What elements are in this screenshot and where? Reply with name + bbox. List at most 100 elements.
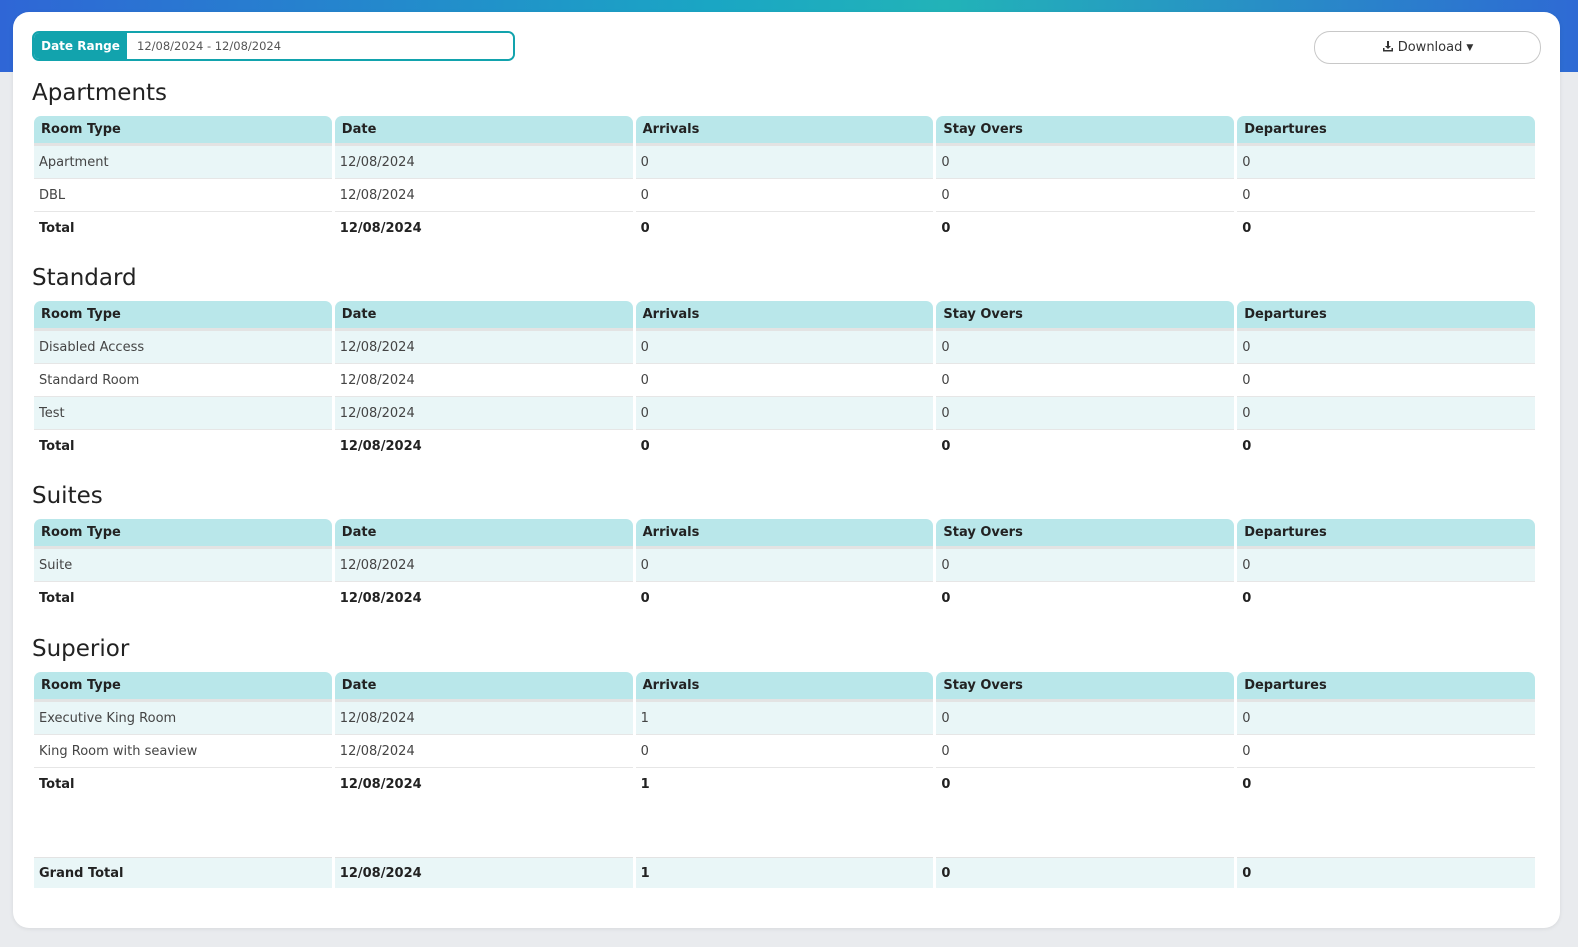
- date-range-picker[interactable]: Date Range 12/08/2024 - 12/08/2024: [32, 31, 515, 61]
- cell-total-label: Total: [39, 591, 75, 606]
- section-table: Room Type Date Arrivals Stay Overs Depar…: [31, 519, 1538, 615]
- cell-arrivals: 1: [635, 857, 934, 888]
- section-table: Room Type Date Arrivals Stay Overs Depar…: [31, 672, 1538, 801]
- cell-stay-overs: 0: [941, 591, 951, 606]
- cell-stay-overs: 0: [936, 179, 1235, 212]
- cell-total-label: Total: [39, 221, 75, 236]
- cell-total-label: Total: [39, 439, 75, 454]
- cell-date: 12/08/2024: [339, 591, 422, 606]
- cell-arrivals: 0: [635, 735, 934, 768]
- section-title: Suites: [32, 483, 103, 509]
- cell-arrivals: 0: [635, 146, 934, 179]
- cell-departures: 0: [1237, 397, 1535, 430]
- cell-date: 12/08/2024: [334, 364, 633, 397]
- download-icon: [1382, 40, 1394, 55]
- cell-departures: 0: [1242, 439, 1252, 454]
- download-button[interactable]: Download ▼: [1314, 31, 1541, 64]
- column-header-room-type[interactable]: Room Type: [34, 672, 332, 702]
- column-header-date[interactable]: Date: [334, 301, 633, 331]
- column-header-room-type[interactable]: Room Type: [34, 519, 332, 549]
- column-header-arrivals[interactable]: Arrivals: [635, 301, 934, 331]
- column-header-departures[interactable]: Departures: [1237, 672, 1535, 702]
- section-apartments: Apartments Room Type Date Arrivals Stay …: [32, 78, 1541, 245]
- section-table: Room Type Date Arrivals Stay Overs Depar…: [31, 116, 1538, 245]
- cell-arrivals: 0: [640, 221, 650, 236]
- cell-grand-total-label: Grand Total: [34, 857, 332, 888]
- cell-stay-overs: 0: [941, 439, 951, 454]
- grand-total-row: Grand Total 12/08/2024 1 0 0: [34, 857, 1535, 888]
- cell-date: 12/08/2024: [334, 146, 633, 179]
- cell-arrivals: 0: [635, 397, 934, 430]
- table-row: King Room with seaview 12/08/2024 0 0 0: [34, 735, 1535, 768]
- cell-arrivals: 0: [640, 591, 650, 606]
- section-title: Superior: [32, 636, 130, 662]
- cell-date: 12/08/2024: [334, 702, 633, 735]
- column-header-stay-overs[interactable]: Stay Overs: [936, 116, 1235, 146]
- table-row: DBL 12/08/2024 0 0 0: [34, 179, 1535, 212]
- cell-room-type: Disabled Access: [34, 331, 332, 364]
- total-row: Total 12/08/2024 0 0 0: [34, 582, 1535, 615]
- cell-stay-overs: 0: [936, 364, 1235, 397]
- grand-total: Grand Total 12/08/2024 1 0 0: [32, 857, 1541, 888]
- cell-room-type: Apartment: [34, 146, 332, 179]
- column-header-date[interactable]: Date: [334, 672, 633, 702]
- column-header-stay-overs[interactable]: Stay Overs: [936, 301, 1235, 331]
- download-label: Download: [1397, 40, 1463, 55]
- report-card: Date Range 12/08/2024 - 12/08/2024 Downl…: [13, 12, 1560, 928]
- cell-stay-overs: 0: [936, 857, 1235, 888]
- cell-date: 12/08/2024: [334, 857, 633, 888]
- column-header-arrivals[interactable]: Arrivals: [635, 519, 934, 549]
- cell-date: 12/08/2024: [339, 777, 422, 792]
- cell-stay-overs: 0: [936, 735, 1235, 768]
- total-row: Total 12/08/2024 0 0 0: [34, 430, 1535, 463]
- cell-departures: 0: [1237, 146, 1535, 179]
- cell-departures: 0: [1242, 777, 1252, 792]
- table-row: Apartment 12/08/2024 0 0 0: [34, 146, 1535, 179]
- table-row: Disabled Access 12/08/2024 0 0 0: [34, 331, 1535, 364]
- column-header-stay-overs[interactable]: Stay Overs: [936, 519, 1235, 549]
- column-header-room-type[interactable]: Room Type: [34, 116, 332, 146]
- cell-departures: 0: [1237, 702, 1535, 735]
- cell-departures: 0: [1237, 549, 1535, 582]
- cell-arrivals: 0: [635, 364, 934, 397]
- cell-stay-overs: 0: [936, 549, 1235, 582]
- table-row: Executive King Room 12/08/2024 1 0 0: [34, 702, 1535, 735]
- cell-stay-overs: 0: [936, 331, 1235, 364]
- column-header-date[interactable]: Date: [334, 519, 633, 549]
- cell-arrivals: 0: [640, 439, 650, 454]
- cell-departures: 0: [1242, 221, 1252, 236]
- column-header-departures[interactable]: Departures: [1237, 116, 1535, 146]
- cell-arrivals: 0: [635, 549, 934, 582]
- cell-total-label: Total: [39, 777, 75, 792]
- cell-stay-overs: 0: [936, 702, 1235, 735]
- column-header-date[interactable]: Date: [334, 116, 633, 146]
- total-row: Total 12/08/2024 0 0 0: [34, 212, 1535, 245]
- cell-date: 12/08/2024: [334, 179, 633, 212]
- section-title: Apartments: [32, 80, 168, 106]
- cell-arrivals: 1: [635, 702, 934, 735]
- column-header-arrivals[interactable]: Arrivals: [635, 672, 934, 702]
- cell-room-type: King Room with seaview: [34, 735, 332, 768]
- chevron-down-icon: ▼: [1466, 42, 1474, 53]
- grand-total-table: Grand Total 12/08/2024 1 0 0: [31, 857, 1538, 888]
- cell-stay-overs: 0: [941, 777, 951, 792]
- section-superior: Superior Room Type Date Arrivals Stay Ov…: [32, 634, 1541, 801]
- table-row: Standard Room 12/08/2024 0 0 0: [34, 364, 1535, 397]
- cell-room-type: Suite: [34, 549, 332, 582]
- cell-stay-overs: 0: [936, 146, 1235, 179]
- cell-room-type: DBL: [34, 179, 332, 212]
- cell-date: 12/08/2024: [339, 439, 422, 454]
- cell-stay-overs: 0: [941, 221, 951, 236]
- column-header-room-type[interactable]: Room Type: [34, 301, 332, 331]
- date-range-input[interactable]: 12/08/2024 - 12/08/2024: [127, 33, 513, 59]
- column-header-departures[interactable]: Departures: [1237, 519, 1535, 549]
- cell-departures: 0: [1237, 331, 1535, 364]
- total-row: Total 12/08/2024 1 0 0: [34, 768, 1535, 801]
- column-header-arrivals[interactable]: Arrivals: [635, 116, 934, 146]
- section-table: Room Type Date Arrivals Stay Overs Depar…: [31, 301, 1538, 463]
- column-header-departures[interactable]: Departures: [1237, 301, 1535, 331]
- cell-departures: 0: [1237, 857, 1535, 888]
- column-header-stay-overs[interactable]: Stay Overs: [936, 672, 1235, 702]
- cell-departures: 0: [1237, 735, 1535, 768]
- date-range-label: Date Range: [34, 33, 127, 59]
